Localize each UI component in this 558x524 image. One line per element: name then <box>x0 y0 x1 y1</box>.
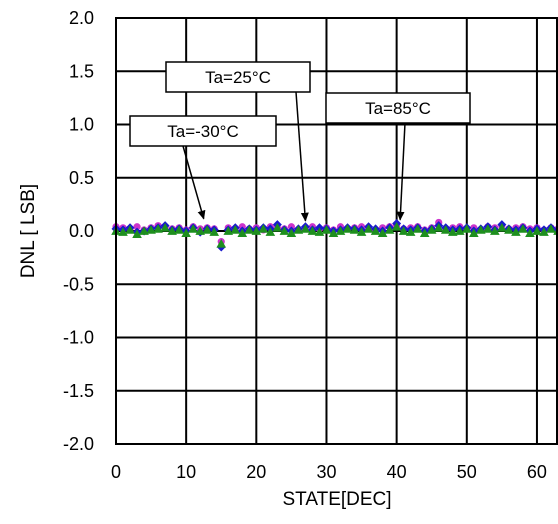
data-point-triangle <box>286 228 297 237</box>
data-point-triangle <box>349 225 360 234</box>
y-tick-label: 0.0 <box>69 221 94 241</box>
data-point-triangle <box>490 226 500 235</box>
data-point-triangle <box>476 225 486 234</box>
annotations: Ta=25°C Ta=-30°C Ta=85°C <box>129 61 471 222</box>
data-point-triangle <box>483 224 493 233</box>
y-axis-label: DNL [ LSB] <box>18 184 39 278</box>
x-tick-label: 30 <box>316 462 336 482</box>
data-point-triangle <box>511 227 521 236</box>
y-tick-label: -1.5 <box>63 381 94 401</box>
data-point-triangle <box>132 229 142 239</box>
data-point-triangle <box>223 226 234 235</box>
data-point-triangle <box>469 228 479 237</box>
data-point-triangle <box>209 227 220 236</box>
data-point-triangle <box>412 224 423 233</box>
data-point-triangle <box>391 221 402 231</box>
data-point-triangle <box>321 225 332 234</box>
data-point-triangle <box>356 227 367 236</box>
x-tick-label: 50 <box>457 462 477 482</box>
data-points <box>111 218 558 252</box>
data-point-triangle <box>160 223 170 232</box>
data-point-triangle <box>146 225 156 234</box>
annotation-box <box>325 92 471 124</box>
data-point-triangle <box>539 227 549 236</box>
data-point-triangle <box>216 238 227 248</box>
data-point-triangle <box>504 225 514 234</box>
data-point-triangle <box>293 225 304 234</box>
x-tick-label: 20 <box>246 462 266 482</box>
data-point-triangle <box>419 228 430 237</box>
x-tick-label: 60 <box>527 462 547 482</box>
annotation-arrow <box>182 145 206 220</box>
data-point-triangle <box>398 226 409 235</box>
annotation-arrow <box>295 91 309 222</box>
data-point-triangle <box>265 227 276 236</box>
data-point-triangle <box>237 228 248 237</box>
y-tick-label: -2.0 <box>63 434 94 454</box>
data-point-triangle <box>174 225 184 234</box>
y-tick-label: 0.5 <box>69 168 94 188</box>
x-tick-label: 40 <box>387 462 407 482</box>
data-point-triangle <box>532 226 542 235</box>
data-point-triangle <box>125 225 135 234</box>
data-point-triangle <box>167 226 177 235</box>
data-point-triangle <box>461 224 472 233</box>
data-point-triangle <box>181 228 191 237</box>
data-point-triangle <box>188 224 198 233</box>
data-point-triangle <box>153 224 163 233</box>
x-tick-label: 10 <box>176 462 196 482</box>
data-point-triangle <box>272 223 283 232</box>
data-point-triangle <box>202 225 213 234</box>
data-point-triangle <box>370 226 381 235</box>
data-point-triangle <box>363 224 374 233</box>
y-tick-label: 1.5 <box>69 61 94 81</box>
x-tick-label: 0 <box>111 462 121 482</box>
data-point-triangle <box>440 225 451 234</box>
annotation-arrow <box>396 122 406 221</box>
data-point-triangle <box>377 228 388 237</box>
plot-frame <box>115 17 558 445</box>
annotation-box <box>165 61 311 93</box>
annotation-label: Ta=-30°C <box>167 122 239 141</box>
data-point-triangle <box>258 224 269 233</box>
data-point-triangle <box>497 223 507 232</box>
annotation-box <box>129 115 277 147</box>
data-point-triangle <box>405 227 416 236</box>
data-point-triangle <box>433 223 444 232</box>
data-point-triangle <box>230 225 241 234</box>
data-point-triangle <box>139 226 149 235</box>
data-point-triangle <box>244 225 255 234</box>
tick-labels: 0 10 20 30 40 50 60 2.0 1.5 1.0 0.5 0.0 -0.5 -1.0 -1.5… <box>63 8 547 482</box>
annotation-label: Ta=25°C <box>205 68 271 87</box>
data-point-triangle <box>300 224 311 233</box>
y-tick-label: -0.5 <box>63 274 94 294</box>
y-tick-label: -1.0 <box>63 328 94 348</box>
x-axis-label: STATE[DEC] <box>282 489 391 510</box>
annotation-label: Ta=85°C <box>365 99 431 118</box>
y-tick-label: 1.0 <box>69 115 94 135</box>
data-point-triangle <box>447 227 458 236</box>
data-point-triangle <box>195 226 205 235</box>
data-point-triangle <box>342 224 353 233</box>
data-point-triangle <box>384 225 395 234</box>
data-point-triangle <box>307 226 318 235</box>
data-point-triangle <box>518 224 528 233</box>
data-point-triangle <box>546 224 556 233</box>
y-tick-label: 2.0 <box>69 8 94 28</box>
data-point-circle <box>133 223 141 231</box>
data-point-triangle <box>279 226 290 235</box>
